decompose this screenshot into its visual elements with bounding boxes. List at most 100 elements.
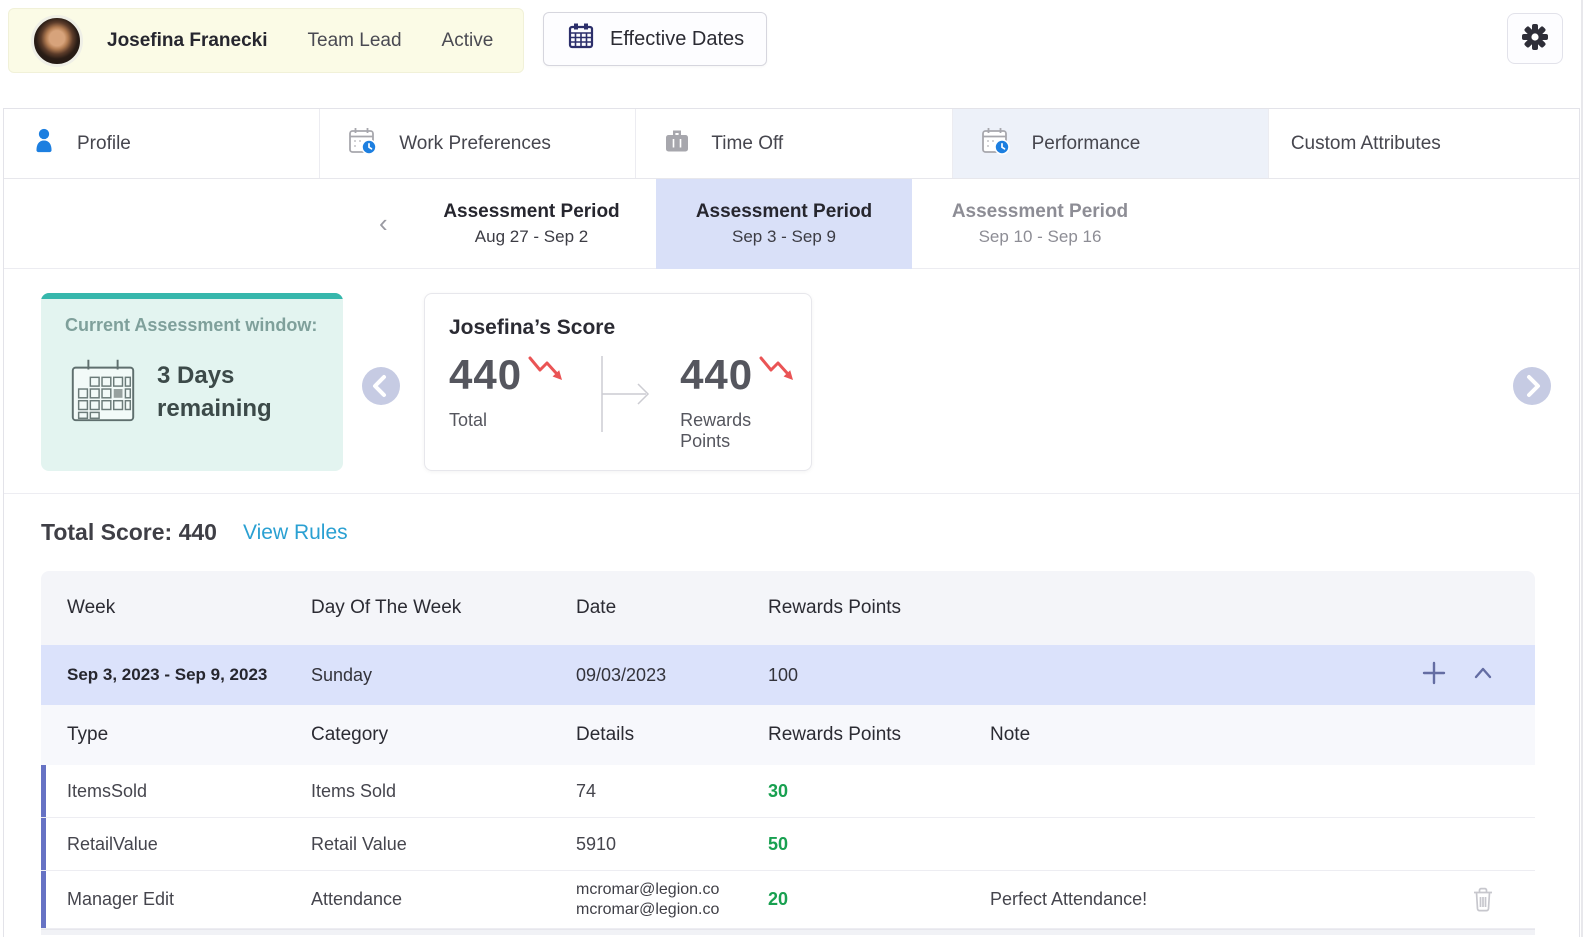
detail-header-row: Type Category Details Rewards Points Not… <box>41 705 1535 765</box>
entry-points: 20 <box>768 889 789 909</box>
assessment-window-card: Current Assessment window: <box>41 293 343 471</box>
period-title: Assessment Period <box>443 201 620 222</box>
chevron-left-icon[interactable]: ‹ <box>379 208 388 238</box>
assessment-period-carousel: ‹ Assessment Period Aug 27 - Sep 2 Asses… <box>4 179 1579 269</box>
carousel-next-button[interactable] <box>1513 367 1551 405</box>
entry-points: 50 <box>768 833 789 854</box>
entry-details: 5910 <box>576 833 617 854</box>
add-entry-button[interactable] <box>1421 660 1447 691</box>
week-date: 09/03/2023 <box>576 664 667 685</box>
column-header: Rewards Points <box>768 724 902 745</box>
effective-dates-button[interactable]: Effective Dates <box>543 12 768 66</box>
period-title: Assessment Period <box>951 201 1129 222</box>
chevron-up-icon <box>1474 667 1492 678</box>
briefcase-icon <box>663 128 691 160</box>
trash-icon <box>1474 887 1492 912</box>
calendar-grid-icon <box>566 21 596 57</box>
avatar <box>31 14 83 67</box>
tab-performance[interactable]: Performance <box>952 109 1269 178</box>
total-score-label: Total <box>449 410 488 430</box>
column-header: Category <box>311 724 389 745</box>
carousel-prev-button[interactable] <box>362 367 400 405</box>
week-points: 100 <box>768 664 799 685</box>
collapse-week-button[interactable] <box>1471 662 1495 689</box>
total-score-metric: 440 Total <box>449 354 566 431</box>
total-score-text: Total Score: 440 <box>41 519 217 545</box>
employee-score-card: Josefina’s Score 440 Total <box>424 293 812 471</box>
assessment-period-selected[interactable]: Assessment Period Sep 3 - Sep 9 <box>656 179 912 269</box>
employee-role: Team Lead <box>307 29 402 51</box>
entry-type: ItemsSold <box>67 780 148 801</box>
person-icon <box>31 127 57 161</box>
tab-label: Time Off <box>711 132 784 154</box>
entry-details: 74 <box>576 780 597 801</box>
entry-note: Perfect Attendance! <box>990 889 1148 909</box>
delete-entry-button[interactable] <box>1471 886 1535 913</box>
days-remaining-value: 3 Days remaining <box>157 362 272 422</box>
entry-category: Attendance <box>311 889 403 909</box>
week-summary-row[interactable]: Sep 3, 2023 - Sep 9, 2023 Sunday 09/03/2… <box>41 645 1535 705</box>
settings-button[interactable] <box>1507 13 1563 64</box>
week-day: Sunday <box>311 664 373 685</box>
table-row: RetailValue Retail Value 5910 50 <box>41 818 1535 871</box>
entry-category: Retail Value <box>311 833 407 854</box>
employee-name: Josefina Franecki <box>107 29 268 51</box>
table-row: Manager Edit Attendance mcromar@legion.c… <box>41 871 1535 929</box>
tab-label: Profile <box>77 132 131 154</box>
trend-down-arrow-icon <box>528 354 566 389</box>
tab-work-preferences[interactable]: Work Preferences <box>320 109 637 178</box>
main-panel: Profile Work Preferences <box>3 108 1580 937</box>
score-cards-row: Current Assessment window: <box>4 269 1579 494</box>
branch-arrow-icon <box>588 354 666 439</box>
tab-time-off[interactable]: Time Off <box>636 109 953 178</box>
period-range: Aug 27 - Sep 2 <box>474 227 589 246</box>
next-row-peek <box>41 929 1535 935</box>
tab-profile[interactable]: Profile <box>4 109 321 178</box>
calendar-clock-icon <box>347 125 379 163</box>
calendar-clock-icon <box>980 125 1012 163</box>
gear-icon <box>1520 22 1550 55</box>
column-header: Details <box>576 724 635 745</box>
calendar-page-icon <box>65 352 141 433</box>
tab-label: Performance <box>1031 132 1141 154</box>
tab-bar: Profile Work Preferences <box>4 109 1579 179</box>
assessment-period-next[interactable]: Assessment Period Sep 10 - Sep 16 <box>912 179 1168 269</box>
employee-summary-card: Josefina Franecki Team Lead Active <box>8 8 524 73</box>
tab-label: Work Preferences <box>399 132 551 154</box>
view-rules-link[interactable]: View Rules <box>242 520 348 544</box>
tab-label: Custom Attributes <box>1290 132 1441 154</box>
effective-dates-label: Effective Dates <box>610 27 745 50</box>
table-row: ItemsSold Items Sold 74 30 <box>41 765 1535 818</box>
rewards-points-value: 440 <box>680 351 754 398</box>
trend-down-arrow-icon <box>759 354 797 389</box>
column-header: Week <box>67 597 116 618</box>
entry-details: mcromar@legion.co mcromar@legion.co <box>576 880 720 918</box>
entry-type: RetailValue <box>67 833 158 854</box>
employee-status: Active <box>441 29 494 51</box>
table-header-row: Week Day Of The Week Date Rewards Points <box>41 571 1535 645</box>
column-header: Note <box>990 724 1031 745</box>
total-score-value: 440 <box>449 351 523 398</box>
score-card-title: Josefina’s Score <box>449 316 616 339</box>
period-range: Sep 3 - Sep 9 <box>732 227 836 246</box>
score-summary-row: Total Score: 440 View Rules <box>4 494 1579 571</box>
window-edge <box>1581 0 1583 937</box>
rewards-points-metric: 440 Rewards Points <box>680 354 797 452</box>
week-range: Sep 3, 2023 - Sep 9, 2023 <box>67 665 268 684</box>
chevron-left-icon <box>373 375 386 397</box>
column-header: Rewards Points <box>768 597 902 618</box>
assessment-window-label: Current Assessment window: <box>65 315 318 335</box>
entry-type: Manager Edit <box>67 889 175 909</box>
column-header: Date <box>576 597 617 618</box>
rewards-points-label: Rewards Points <box>680 410 752 451</box>
plus-icon <box>1422 661 1446 684</box>
rewards-table: Week Day Of The Week Date Rewards Points… <box>41 571 1535 935</box>
column-header: Type <box>67 724 109 745</box>
tab-custom-attributes[interactable]: Custom Attributes <box>1269 109 1579 178</box>
period-range: Sep 10 - Sep 16 <box>978 227 1102 246</box>
period-title: Assessment Period <box>695 201 873 222</box>
entry-category: Items Sold <box>311 780 397 801</box>
assessment-period-prev[interactable]: Assessment Period Aug 27 - Sep 2 <box>409 179 654 269</box>
column-header: Day Of The Week <box>311 597 462 618</box>
